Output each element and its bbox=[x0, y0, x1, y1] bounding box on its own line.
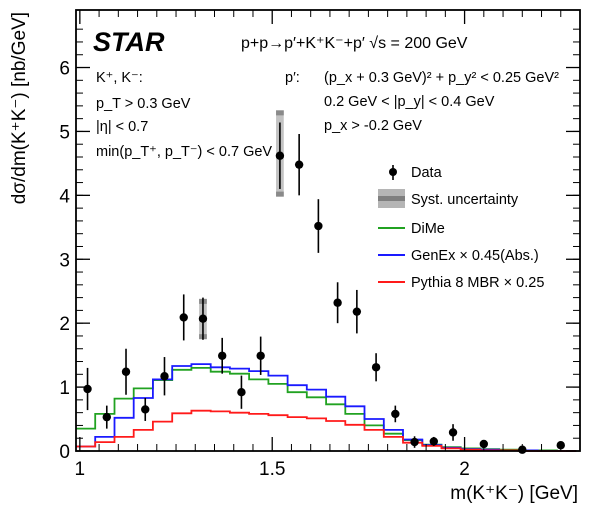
legend-data-marker bbox=[389, 165, 397, 180]
data-point-11 bbox=[294, 160, 304, 169]
data-point-5 bbox=[179, 313, 188, 322]
legend: Data Syst. uncertainty DiMe GenEx × 0.45… bbox=[378, 165, 544, 291]
legend-syst-marker bbox=[378, 189, 405, 208]
experiment-logo: STAR bbox=[93, 27, 165, 57]
data-point-16 bbox=[391, 409, 400, 419]
y-tick-label-2: 2 bbox=[59, 314, 70, 335]
legend-pythia-label: Pythia 8 MBR × 0.25 bbox=[411, 275, 544, 291]
proton-cuts-annotation: p′: (p_x + 0.3 GeV)² + p_y² < 0.25 GeV² … bbox=[285, 70, 559, 134]
syst-box-cap-bottom-1 bbox=[276, 191, 284, 197]
x-tick-label-0: 1 bbox=[75, 459, 86, 480]
data-point-12 bbox=[314, 221, 323, 231]
x-axis-title: m(K⁺K⁻) [GeV] bbox=[450, 483, 578, 504]
kaon-cuts-annotation: K⁺, K⁻: p_T > 0.3 GeV |η| < 0.7 min(p_T⁺… bbox=[96, 70, 272, 160]
legend-data-label: Data bbox=[411, 165, 443, 181]
syst-box-cap-top-1 bbox=[276, 110, 284, 116]
y-tick-label-4: 4 bbox=[59, 186, 70, 207]
kaon-cut-pt: p_T > 0.3 GeV bbox=[96, 96, 191, 112]
data-point-1 bbox=[102, 412, 111, 422]
y-tick-label-5: 5 bbox=[59, 122, 70, 143]
data-point-6 bbox=[198, 314, 208, 323]
data-point-14 bbox=[352, 307, 362, 316]
data-point-13 bbox=[333, 298, 342, 307]
legend-syst-label: Syst. uncertainty bbox=[411, 192, 519, 208]
data-point-9 bbox=[256, 351, 265, 360]
kaon-cut-min-pt: min(p_T⁺, p_T⁻) < 0.7 GeV bbox=[96, 144, 272, 160]
step-line-2 bbox=[76, 367, 577, 452]
x-tick-label-1: 1.5 bbox=[259, 459, 285, 480]
plot-series bbox=[76, 110, 577, 454]
proton-cut-px: p_x > -0.2 GeV bbox=[324, 118, 422, 134]
data-point-10 bbox=[275, 151, 285, 160]
step-line-3 bbox=[76, 363, 577, 452]
step-line-4 bbox=[76, 409, 577, 452]
kaon-cut-eta: |η| < 0.7 bbox=[96, 119, 148, 135]
legend-dime-label: DiMe bbox=[411, 221, 445, 237]
y-tick-label-6: 6 bbox=[59, 59, 70, 80]
data-point-19 bbox=[448, 428, 458, 437]
proton-cut-py: 0.2 GeV < |p_y| < 0.4 GeV bbox=[324, 94, 495, 110]
data-point-15 bbox=[371, 363, 381, 372]
plot-frame bbox=[75, 9, 581, 452]
y-axis-title: dσ/dm(K⁺K⁻) [nb/GeV] bbox=[9, 12, 30, 204]
y-tick-label-3: 3 bbox=[59, 250, 70, 271]
process-label: p+p→p′+K⁺K⁻+p′ √s = 200 GeV bbox=[241, 35, 468, 52]
x-tick-label-2: 2 bbox=[459, 459, 470, 480]
data-point-2 bbox=[121, 367, 131, 376]
data-point-0 bbox=[83, 384, 92, 394]
data-point-17 bbox=[410, 437, 419, 447]
data-point-20 bbox=[479, 439, 489, 449]
data-point-4 bbox=[160, 372, 169, 381]
data-point-18 bbox=[429, 437, 439, 446]
data-point-3 bbox=[141, 405, 150, 414]
data-point-7 bbox=[217, 351, 227, 360]
kaon-cuts-heading: K⁺, K⁻: bbox=[96, 70, 143, 86]
y-tick-label-1: 1 bbox=[59, 378, 70, 399]
y-tick-label-0: 0 bbox=[59, 442, 70, 463]
proton-cuts-heading: p′: bbox=[285, 70, 300, 86]
legend-genex-label: GenEx × 0.45(Abs.) bbox=[411, 248, 539, 264]
data-point-8 bbox=[237, 388, 246, 397]
proton-cut-momentum: (p_x + 0.3 GeV)² + p_y² < 0.25 GeV² bbox=[324, 70, 559, 86]
